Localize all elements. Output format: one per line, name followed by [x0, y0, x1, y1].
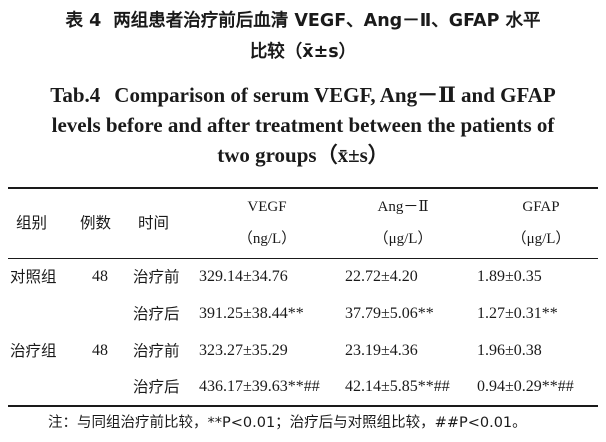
header-ang-unit: （μg/L） [373, 231, 433, 247]
row-1-time: 治疗前 [133, 268, 180, 286]
row-2-ang: 37.79±5.06** [345, 305, 434, 322]
row-3-ang: 23.19±4.36 [345, 342, 418, 359]
header-gfap: GFAP [522, 199, 560, 215]
header-count: 例数 [80, 214, 112, 232]
row-1-vegf: 329.14±34.76 [199, 268, 288, 285]
table-number-cn: 表 4 [65, 11, 102, 31]
row-3-time: 治疗前 [133, 342, 180, 360]
row-1-ang: 22.72±4.20 [345, 268, 418, 285]
header-gfap-unit: （μg/L） [511, 231, 571, 247]
row-3-group: 治疗组 [10, 342, 57, 360]
title-cn-line-1: 表 4 两组患者治疗前后血清 VEGF、Ang－Ⅱ、GFAP 水平 [0, 6, 606, 37]
title-cn-line-2: 比较（x̄±s） [249, 42, 357, 62]
row-3-gfap: 1.96±0.38 [477, 342, 542, 359]
table-number-en: Tab.4 [50, 83, 101, 107]
row-4-time: 治疗后 [133, 378, 180, 396]
row-1-count: 48 [92, 268, 108, 285]
row-2-vegf: 391.25±38.44** [199, 305, 304, 322]
table-title-english: Tab.4 Comparison of serum VEGF, Ang－Ⅱ and… [0, 80, 606, 170]
row-3-vegf: 323.27±35.29 [199, 342, 288, 359]
header-vegf: VEGF [247, 199, 287, 215]
row-2-gfap: 1.27±0.31** [477, 305, 558, 322]
row-4-vegf: 436.17±39.63**## [199, 378, 320, 395]
table-top-rule [8, 187, 598, 189]
title-en-line-2: levels before and after treatment betwee… [51, 113, 555, 137]
table-title-chinese: 表 4 两组患者治疗前后血清 VEGF、Ang－Ⅱ、GFAP 水平 比较（x̄±s… [0, 6, 606, 68]
row-1-group: 对照组 [10, 268, 57, 286]
header-group: 组别 [16, 214, 48, 232]
row-4-ang: 42.14±5.85**## [345, 378, 450, 395]
row-2-time: 治疗后 [133, 305, 180, 323]
table-header-rule [8, 258, 598, 259]
title-en-line-3: two groups（x̄±s） [217, 143, 389, 167]
table-footnote: 注：与同组治疗前比较，**P<0.01；治疗后与对照组比较，##P<0.01。 [48, 415, 527, 431]
row-1-gfap: 1.89±0.35 [477, 268, 542, 285]
table-bottom-rule [8, 405, 598, 407]
header-time: 时间 [138, 214, 170, 232]
title-en-text-1: Comparison of serum VEGF, Ang－Ⅱ and GFAP [114, 83, 556, 107]
row-3-count: 48 [92, 342, 108, 359]
header-vegf-unit: （ng/L） [237, 231, 297, 247]
title-cn-text-1: 两组患者治疗前后血清 VEGF、Ang－Ⅱ、GFAP 水平 [113, 11, 541, 31]
row-4-gfap: 0.94±0.29**## [477, 378, 574, 395]
header-ang: Ang－Ⅱ [377, 199, 429, 215]
title-en-line-1: Tab.4 Comparison of serum VEGF, Ang－Ⅱ and… [0, 80, 606, 110]
